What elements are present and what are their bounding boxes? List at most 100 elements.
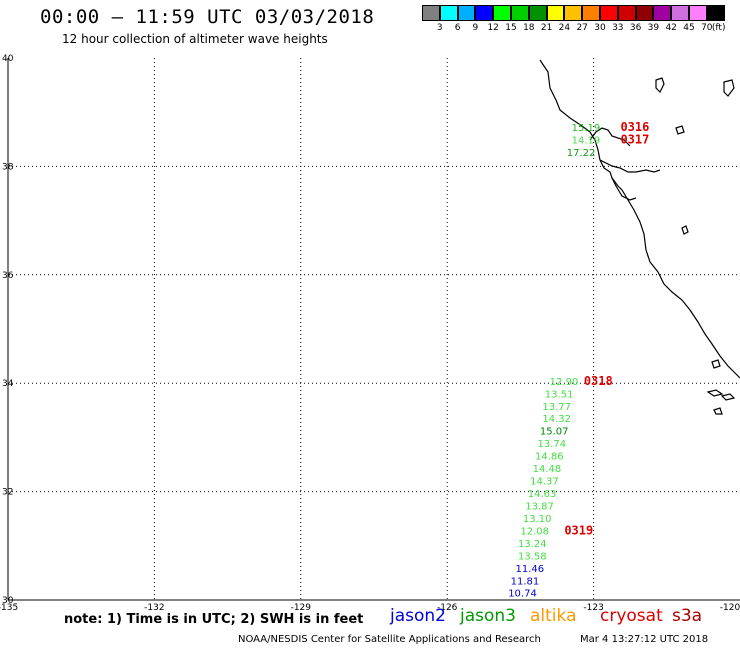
colorbar-label: 70 xyxy=(701,23,713,33)
colorbar-swatch xyxy=(475,5,494,21)
colorbar-swatch xyxy=(422,5,440,21)
colorbar-label: 24 xyxy=(558,23,571,33)
lon-tick-label: -120 xyxy=(720,603,740,613)
wave-height-value: 14.32 xyxy=(542,414,571,425)
colorbar-swatch xyxy=(688,5,707,21)
lon-tick-label: -135 xyxy=(0,603,18,613)
colorbar-swatch xyxy=(528,5,547,21)
wave-height-value: 14.48 xyxy=(533,464,562,475)
plot-frame xyxy=(7,58,740,601)
colorbar-label: 39 xyxy=(647,23,660,33)
wave-height-value: 11.46 xyxy=(516,564,545,575)
footer: NOAA/NESDIS Center for Satellite Applica… xyxy=(238,634,708,645)
colorbar-label: 18 xyxy=(523,23,535,33)
pass-time-label: 0318 xyxy=(584,374,613,388)
legend-jason2: jason2 xyxy=(390,606,446,626)
footer-credit: NOAA/NESDIS Center for Satellite Applica… xyxy=(238,634,541,645)
colorbar-label: 15 xyxy=(505,23,517,33)
colorbar-label: 3 xyxy=(436,23,443,33)
colorbar-swatch xyxy=(617,5,636,21)
pass-time-label: 0317 xyxy=(620,133,649,147)
wave-height-value: 13.58 xyxy=(518,551,547,562)
channel-island-2 xyxy=(720,393,736,401)
legend-jason3: jason3 xyxy=(460,606,516,626)
colorbar-label: 21 xyxy=(540,23,553,33)
lat-tick-label: 30 xyxy=(2,596,14,606)
lake-5 xyxy=(711,359,721,369)
colorbar-swatch xyxy=(546,5,565,21)
wave-height-value: 15.07 xyxy=(540,427,569,438)
channel-island-3 xyxy=(713,407,723,415)
colorbar-swatch xyxy=(457,5,476,21)
pass-time-label: 0319 xyxy=(564,523,593,537)
colorbar-label: 6 xyxy=(454,23,461,33)
colorbar-swatch xyxy=(439,5,458,21)
colorbar-label: 36 xyxy=(629,23,642,33)
page-subtitle: 12 hour collection of altimeter wave hei… xyxy=(62,32,328,46)
wave-height-value: 10.74 xyxy=(508,589,537,600)
colorbar-label: (ft) xyxy=(711,23,726,33)
colorbar-label: 33 xyxy=(612,23,624,33)
wave-height-colorbar xyxy=(422,5,725,21)
lake-2 xyxy=(675,125,685,135)
lon-tick-label: -123 xyxy=(583,603,603,613)
footer-timestamp: Mar 4 13:27:12 UTC 2018 xyxy=(580,634,709,645)
colorbar-labels: 3 6 9 12 15 18 21 24 27 30 33 36 39 42 45 70 (ft) xyxy=(422,23,726,35)
colorbar-swatch xyxy=(564,5,583,21)
coastline xyxy=(539,59,740,415)
lat-tick-label: 36 xyxy=(2,271,14,281)
lon-tick-label: -132 xyxy=(144,603,164,613)
lake-3 xyxy=(681,225,689,235)
lon-tick-label: -129 xyxy=(291,603,312,613)
lake-4 xyxy=(723,79,735,97)
legend-altika: altika xyxy=(530,606,577,626)
plot-axes xyxy=(7,58,740,601)
colorbar-swatch xyxy=(671,5,689,21)
wave-height-value: 12.90 xyxy=(550,377,579,388)
sf-bay xyxy=(599,159,661,173)
lon-tick-label: -126 xyxy=(437,603,458,613)
colorbar-swatch xyxy=(653,5,672,21)
sf-bay-south xyxy=(611,177,637,201)
axis-labels: 40 38 36 34 32 30-135 -132 -129 -126 -123 -120 xyxy=(0,54,740,613)
california-coastline xyxy=(539,59,740,379)
wave-height-value: 13.74 xyxy=(537,439,566,450)
wave-height-value: 11.81 xyxy=(511,576,540,587)
lat-tick-label: 34 xyxy=(2,379,14,389)
legend-s3a: s3a xyxy=(672,606,703,626)
legend-cryosat: cryosat xyxy=(600,606,663,626)
lake-1 xyxy=(655,77,665,94)
colorbar-swatch xyxy=(582,5,600,21)
wave-height-value: 14.37 xyxy=(530,477,559,488)
colorbar-label: 42 xyxy=(665,23,677,33)
wave-height-value: 14.19 xyxy=(572,136,601,147)
lat-tick-label: 40 xyxy=(2,54,14,64)
wave-height-value: 15.19 xyxy=(572,123,601,134)
wave-height-value: 12.08 xyxy=(520,526,549,537)
wave-height-value: 13.87 xyxy=(525,501,554,512)
wave-height-value: 13.24 xyxy=(518,539,547,550)
colorbar-swatch xyxy=(599,5,618,21)
pass-time-label: 0316 xyxy=(620,120,649,134)
wave-height-value: 14.63 xyxy=(528,489,557,500)
colorbar-swatch xyxy=(493,5,511,21)
page-title: 00:00 – 11:59 UTC 03/03/2018 xyxy=(40,6,375,28)
point-reyes xyxy=(589,127,631,147)
colorbar-label: 30 xyxy=(594,23,606,33)
wave-height-value: 13.51 xyxy=(545,389,574,400)
lat-tick-label: 32 xyxy=(2,488,13,498)
colorbar-label: 12 xyxy=(487,23,499,33)
wave-height-value: 13.10 xyxy=(523,514,552,525)
wave-height-value: 14.86 xyxy=(535,452,564,463)
colorbar-label: 45 xyxy=(683,23,695,33)
channel-island-1 xyxy=(706,389,724,397)
colorbar-swatch xyxy=(706,5,725,21)
lat-tick-label: 38 xyxy=(2,162,14,172)
colorbar-swatch xyxy=(510,5,529,21)
colorbar-label: 27 xyxy=(576,23,588,33)
colorbar-label: 9 xyxy=(472,23,479,33)
colorbar-swatch xyxy=(635,5,654,21)
